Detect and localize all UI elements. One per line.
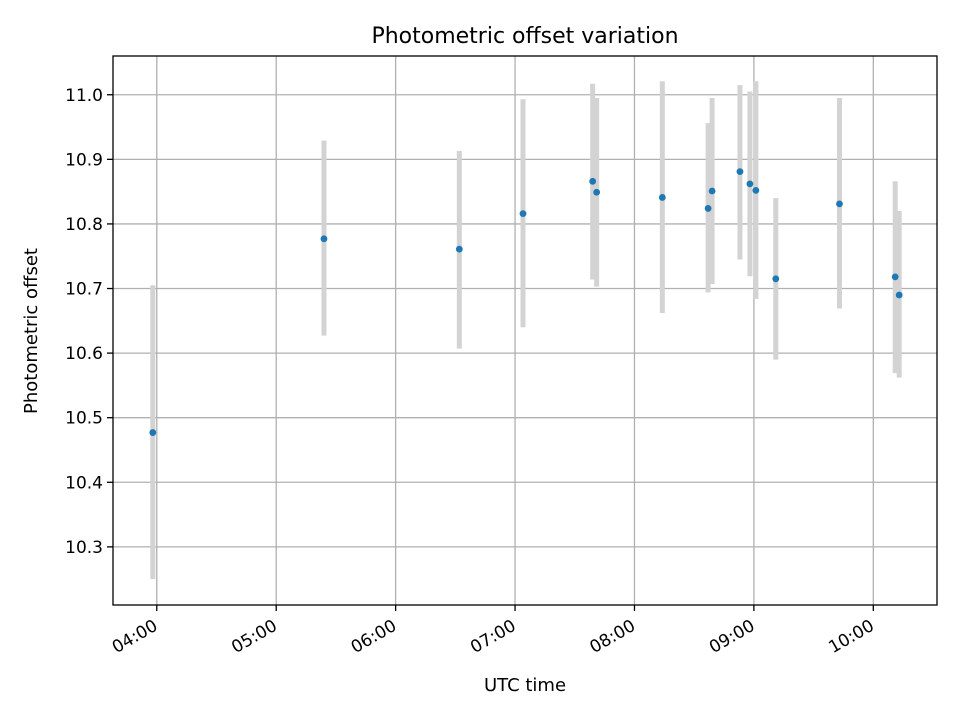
data-point [455, 245, 463, 253]
data-point [891, 273, 899, 281]
data-point [589, 177, 597, 185]
data-point [320, 235, 328, 243]
data-point [836, 200, 843, 208]
data-point [736, 168, 744, 176]
data-point [704, 205, 712, 212]
data-point [708, 187, 716, 195]
y-tick-label: 10.4 [65, 473, 103, 493]
x-axis-label: UTC time [484, 675, 566, 696]
y-tick-label: 10.7 [65, 280, 103, 300]
chart-title: Photometric offset variation [371, 24, 678, 49]
y-tick-label: 10.5 [65, 409, 103, 429]
data-point [149, 429, 157, 436]
y-tick-label: 10.9 [65, 150, 103, 170]
y-tick-label: 11.0 [65, 86, 103, 106]
data-point [658, 194, 666, 201]
y-tick-label: 10.3 [65, 538, 103, 558]
data-point [519, 210, 527, 217]
plot-frame [112, 55, 938, 606]
data-point [746, 180, 754, 188]
data-point [752, 186, 760, 194]
y-tick-label: 10.8 [65, 215, 103, 235]
y-axis-label: Photometric offset [21, 248, 42, 414]
data-points [149, 168, 903, 436]
y-tick-label: 10.6 [65, 344, 103, 364]
data-point [772, 275, 780, 283]
data-point [593, 188, 601, 196]
data-point [895, 291, 903, 299]
